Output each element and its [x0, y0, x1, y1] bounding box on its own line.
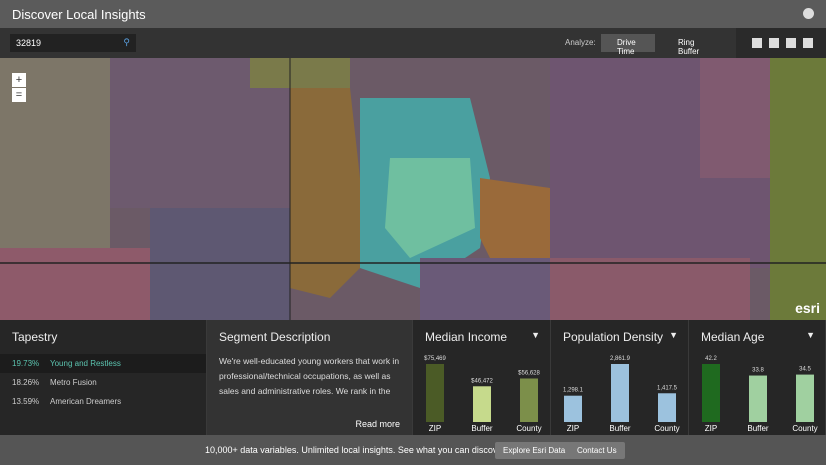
value-label: 1,417.5: [657, 385, 678, 391]
region: [420, 258, 550, 320]
footer-text: 10,000+ data variables. Unlimited local …: [205, 445, 545, 455]
tapestry-row[interactable]: 13.59% American Dreamers: [0, 392, 206, 411]
value-label: 1,298.1: [563, 388, 584, 394]
explore-button[interactable]: Explore Esri Data: [495, 442, 574, 459]
category-label: County: [792, 424, 817, 433]
twitter-icon[interactable]: [769, 38, 779, 48]
zoom-in[interactable]: +: [12, 73, 26, 87]
tapestry-name: American Dreamers: [50, 397, 122, 406]
value-label: $75,469: [424, 356, 446, 362]
analyze-label: Analyze:: [565, 38, 596, 47]
tapestry-percent: 13.59%: [12, 397, 40, 406]
value-label: 33.8: [752, 368, 764, 374]
segment-text: We're well-educated young workers that w…: [219, 356, 400, 402]
header: Discover Local Insights: [0, 0, 826, 28]
region: [770, 58, 826, 320]
map-layer: [0, 58, 826, 320]
drive-time-button[interactable]: Drive Time: [601, 34, 655, 56]
tapestry-row[interactable]: 18.26% Metro Fusion: [0, 373, 206, 392]
value-label: $56,628: [518, 370, 540, 376]
panel-title: Population Density: [563, 330, 664, 344]
value-label: 2,861.9: [610, 356, 631, 362]
category-label: Buffer: [471, 424, 493, 433]
bar: [520, 378, 538, 422]
region: [250, 58, 350, 88]
tapestry-name: Metro Fusion: [50, 378, 97, 387]
zoom-out[interactable]: =: [12, 88, 26, 102]
value-label: 42.2: [705, 356, 717, 362]
footer: 10,000+ data variables. Unlimited local …: [0, 435, 826, 465]
category-label: Buffer: [609, 424, 631, 433]
category-label: ZIP: [705, 424, 717, 433]
bar: [611, 364, 629, 422]
map[interactable]: + = esri: [0, 58, 826, 320]
category-label: ZIP: [567, 424, 579, 433]
category-label: County: [654, 424, 679, 433]
esri-logo: esri: [795, 300, 820, 316]
mini-chart: 1,298.1 ZIP 2,861.9 Buffer 1,417.5 County: [563, 356, 680, 433]
read-more-link[interactable]: Read more: [355, 419, 400, 429]
region: [0, 248, 160, 320]
category-label: County: [516, 424, 541, 433]
bar: [658, 393, 676, 422]
region: [290, 88, 380, 298]
bar: [473, 386, 491, 422]
bar: [796, 374, 814, 422]
category-label: Buffer: [747, 424, 769, 433]
chart-panel: Median Age ▼ 42.2 ZIP 33.8 Buffer 34.5 County: [689, 320, 826, 435]
dropdown-arrow[interactable]: ▼: [806, 330, 815, 340]
bar: [426, 364, 444, 422]
facebook-icon[interactable]: [752, 38, 762, 48]
chart-panel: Median Income ▼ $75,469 ZIP $46,472 Buffer $56…: [413, 320, 551, 435]
share-bar: [736, 28, 826, 58]
bar: [564, 395, 582, 422]
bar: [749, 375, 767, 422]
region: [550, 258, 750, 320]
tapestry-percent: 19.73%: [12, 359, 40, 368]
segment-panel: Segment Description We're well-educated …: [207, 320, 413, 435]
region: [700, 58, 770, 178]
value-label: 34.5: [799, 367, 811, 373]
search-box[interactable]: 32819 ⚲: [10, 34, 136, 52]
search-icon[interactable]: ⚲: [123, 37, 130, 47]
app-title: Discover Local Insights: [12, 7, 146, 22]
search-text: 32819: [16, 38, 42, 48]
info-icon[interactable]: [803, 8, 814, 19]
region: [150, 208, 290, 320]
tapestry-list: 19.73% Young and Restless 18.26% Metro Fusi…: [0, 354, 206, 411]
tapestry-name: Young and Restless: [50, 359, 121, 368]
linkedin-icon[interactable]: [786, 38, 796, 48]
value-label: $46,472: [471, 378, 493, 384]
panel-title: Tapestry: [12, 330, 58, 344]
toolbar: 32819 ⚲ Analyze: Drive Time Ring Buffer: [0, 28, 826, 58]
dropdown-arrow[interactable]: ▼: [669, 330, 678, 340]
panel-title: Segment Description: [219, 330, 331, 344]
ring-buffer-button[interactable]: Ring Buffer: [662, 34, 718, 56]
dropdown-arrow[interactable]: ▼: [531, 330, 540, 340]
chart-panel: Population Density ▼ 1,298.1 ZIP 2,861.9 Buff…: [551, 320, 689, 435]
email-icon[interactable]: [803, 38, 813, 48]
region: [480, 178, 555, 278]
contact-button[interactable]: Contact Us: [569, 442, 625, 459]
category-label: ZIP: [429, 424, 441, 433]
panel-title: Median Income: [425, 330, 508, 344]
bar: [702, 364, 720, 422]
panel-title: Median Age: [701, 330, 765, 344]
mini-chart: 42.2 ZIP 33.8 Buffer 34.5 County: [702, 356, 818, 433]
tapestry-panel: Tapestry 19.73% Young and Restless 18.26% M…: [0, 320, 207, 435]
region: [385, 158, 475, 258]
tapestry-row[interactable]: 19.73% Young and Restless: [0, 354, 206, 373]
tapestry-percent: 18.26%: [12, 378, 40, 387]
mini-chart: $75,469 ZIP $46,472 Buffer $56,628 County: [424, 356, 542, 433]
